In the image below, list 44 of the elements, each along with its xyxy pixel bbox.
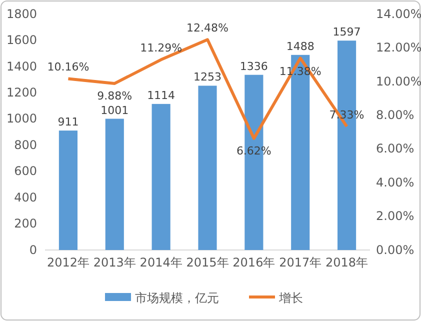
data-label: 12.48%: [186, 22, 228, 35]
y-tick-label: 1800: [6, 6, 37, 21]
data-label: 11.29%: [140, 42, 182, 55]
y-tick-label: 1600: [6, 33, 37, 48]
data-label: 10.16%: [47, 60, 90, 74]
y2-tick-label: 8.00%: [376, 108, 414, 122]
bar: [198, 86, 217, 250]
y2-tick-label: 0.00%: [376, 242, 414, 257]
data-label: 7.33%: [329, 108, 364, 122]
x-tick-label: 2017年: [279, 256, 322, 270]
data-label: 1336: [240, 60, 268, 73]
legend-label: 增长: [278, 291, 303, 305]
y2-tick-label: 4.00%: [376, 175, 414, 190]
x-tick-label: 2012年: [46, 256, 90, 270]
data-label: 911: [58, 116, 79, 129]
x-tick-label: 2013年: [93, 256, 136, 270]
x-tick-label: 2015年: [186, 256, 229, 270]
y-tick-label: 200: [14, 216, 37, 231]
y-tick-label: 400: [14, 190, 37, 204]
legend-label: 市场规模，亿元: [135, 291, 219, 305]
y-tick-label: 0: [29, 242, 37, 257]
y2-tick-label: 10.00%: [376, 74, 421, 88]
y2-tick-label: 12.00%: [376, 40, 421, 55]
bar: [105, 118, 124, 250]
x-tick-label: 2016年: [232, 256, 276, 270]
data-label: 1253: [194, 70, 222, 84]
x-tick-label: 2018年: [326, 256, 368, 270]
x-tick-label: 2014年: [140, 256, 182, 270]
data-label: 1001: [100, 104, 129, 117]
bar: [58, 130, 78, 250]
y-tick-label: 800: [14, 138, 37, 152]
data-label: 9.88%: [97, 89, 132, 102]
data-label: 1488: [286, 40, 314, 53]
bar: [152, 104, 170, 250]
data-label: 1114: [147, 88, 176, 102]
y2-tick-label: 14.00%: [376, 6, 421, 21]
data-label: 1597: [332, 26, 361, 39]
y-tick-label: 1400: [6, 59, 37, 74]
y-tick-label: 1200: [6, 86, 37, 100]
y2-tick-label: 2.00%: [376, 209, 414, 224]
data-label: 11.38%: [279, 65, 322, 78]
y2-tick-label: 6.00%: [376, 142, 414, 156]
y-tick-label: 600: [14, 164, 37, 178]
y-tick-label: 1000: [6, 112, 37, 126]
